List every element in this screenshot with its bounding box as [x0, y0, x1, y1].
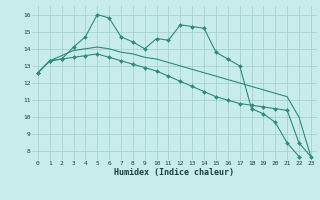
X-axis label: Humidex (Indice chaleur): Humidex (Indice chaleur)	[115, 168, 234, 177]
